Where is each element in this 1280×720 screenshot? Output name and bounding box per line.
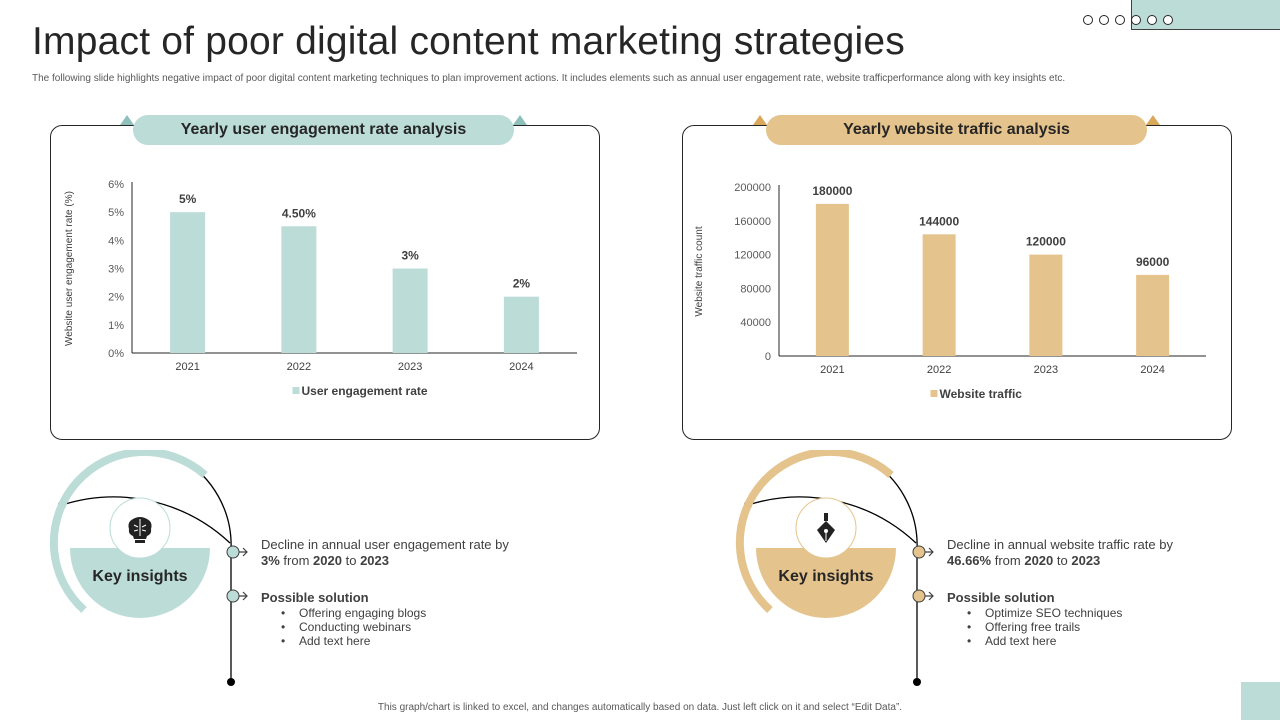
y-tick-label: 1% bbox=[108, 320, 124, 332]
data-label: 120000 bbox=[1026, 235, 1066, 249]
brain-icon bbox=[128, 517, 152, 543]
insight-graphic-engagement bbox=[49, 450, 248, 686]
bar bbox=[1136, 274, 1170, 356]
from-word: from bbox=[994, 553, 1021, 568]
y-axis-label: Website traffic count bbox=[694, 226, 705, 316]
key-insights-label: Key insights bbox=[778, 568, 874, 585]
data-label: 3% bbox=[401, 249, 419, 263]
y-axis-label: Website user engagement rate (%) bbox=[64, 191, 75, 346]
decline-description: Decline in annual website traffic rate b… bbox=[947, 537, 1173, 552]
legend-label: Website traffic bbox=[940, 387, 1023, 401]
data-label: 144000 bbox=[919, 214, 959, 228]
bar bbox=[815, 203, 849, 356]
from-word: from bbox=[283, 553, 310, 568]
bar bbox=[281, 226, 317, 353]
y-tick-label: 0 bbox=[765, 351, 771, 363]
dot-icon bbox=[1115, 15, 1125, 25]
footer-note: This graph/chart is linked to excel, and… bbox=[377, 702, 903, 713]
ribbon-wing bbox=[120, 115, 134, 125]
ribbon-wing bbox=[1146, 115, 1160, 125]
data-label: 96000 bbox=[1136, 255, 1170, 269]
x-tick-label: 2024 bbox=[1140, 364, 1164, 376]
bar bbox=[170, 212, 206, 353]
data-label: 5% bbox=[179, 192, 197, 206]
decline-value: 3% bbox=[261, 553, 280, 568]
y-tick-label: 0% bbox=[108, 348, 124, 360]
bar bbox=[1029, 254, 1063, 356]
list-item: Offering free trails bbox=[947, 620, 1122, 634]
dot-icon bbox=[1147, 15, 1157, 25]
legend-swatch bbox=[292, 387, 300, 394]
from-year: 2020 bbox=[313, 553, 342, 568]
ribbon-wing bbox=[753, 115, 767, 125]
page-title: Impact of poor digital content marketing… bbox=[32, 20, 905, 63]
insight-decline-text: Decline in annual website traffic rate b… bbox=[947, 537, 1217, 569]
dot-icon bbox=[1163, 15, 1173, 25]
x-tick-label: 2023 bbox=[1034, 364, 1058, 376]
list-item: Optimize SEO techniques bbox=[947, 606, 1122, 620]
y-tick-label: 40000 bbox=[740, 317, 771, 329]
to-year: 2023 bbox=[360, 553, 389, 568]
engagement-chart-panel bbox=[50, 125, 600, 440]
list-item: Add text here bbox=[947, 634, 1122, 648]
list-item: Add text here bbox=[261, 634, 426, 648]
y-tick-label: 200000 bbox=[734, 182, 771, 194]
key-insights-label: Key insights bbox=[92, 568, 188, 585]
x-tick-label: 2022 bbox=[927, 364, 951, 376]
engagement-bar-chart: 0% 1% 2% 3% 4% 5% 6% 5% 2021 4.50% 2022 3% 2023 2% 202… bbox=[64, 179, 577, 398]
data-label: 4.50% bbox=[282, 206, 316, 220]
possible-solution-heading: Possible solution bbox=[261, 590, 369, 605]
to-year: 2023 bbox=[1071, 553, 1101, 568]
possible-solution-heading: Possible solution bbox=[947, 590, 1055, 605]
x-tick-label: 2022 bbox=[287, 361, 311, 373]
ribbon-wing bbox=[513, 115, 527, 125]
decline-description: Decline in annual user engagement rate b… bbox=[261, 537, 509, 552]
y-tick-label: 6% bbox=[108, 179, 124, 191]
x-tick-label: 2021 bbox=[820, 364, 844, 376]
dot-icon bbox=[1083, 15, 1093, 25]
x-tick-label: 2023 bbox=[398, 361, 422, 373]
insight-decline-text: Decline in annual user engagement rate b… bbox=[261, 537, 531, 569]
page-subtitle: The following slide highlights negative … bbox=[32, 73, 1066, 84]
to-word: to bbox=[1056, 553, 1068, 568]
pen-nib-icon bbox=[817, 513, 835, 543]
bar bbox=[503, 296, 539, 353]
y-tick-label: 4% bbox=[108, 235, 124, 247]
traffic-bar-chart: 0 40000 80000 120000 160000 200000 180000 2021 1… bbox=[694, 182, 1206, 401]
x-tick-label: 2021 bbox=[175, 361, 199, 373]
bar bbox=[392, 268, 428, 353]
x-tick-label: 2024 bbox=[509, 361, 533, 373]
y-tick-label: 5% bbox=[108, 207, 124, 219]
y-tick-label: 2% bbox=[108, 292, 124, 304]
legend-label: User engagement rate bbox=[302, 384, 428, 398]
traffic-chart-title: Yearly website traffic analysis bbox=[766, 115, 1147, 145]
dot-icon bbox=[1131, 15, 1141, 25]
corner-decoration-bottom bbox=[1241, 682, 1280, 720]
engagement-chart-title: Yearly user engagement rate analysis bbox=[133, 115, 514, 145]
solution-list: Offering engaging blogs Conducting webin… bbox=[261, 606, 426, 648]
to-word: to bbox=[345, 553, 357, 568]
y-tick-label: 3% bbox=[108, 264, 124, 276]
list-item: Conducting webinars bbox=[261, 620, 426, 634]
from-year: 2020 bbox=[1024, 553, 1054, 568]
decline-value: 46.66% bbox=[947, 553, 992, 568]
bar bbox=[922, 234, 956, 356]
corner-decoration bbox=[1131, 0, 1280, 30]
y-tick-label: 160000 bbox=[734, 216, 771, 228]
data-label: 2% bbox=[513, 277, 531, 291]
list-item: Offering engaging blogs bbox=[261, 606, 426, 620]
legend-swatch bbox=[930, 390, 938, 397]
y-tick-label: 80000 bbox=[740, 283, 771, 295]
y-tick-label: 120000 bbox=[734, 250, 771, 262]
dot-icon bbox=[1099, 15, 1109, 25]
solution-list: Optimize SEO techniques Offering free tr… bbox=[947, 606, 1122, 648]
slide-dots bbox=[1083, 15, 1173, 25]
data-label: 180000 bbox=[812, 184, 852, 198]
